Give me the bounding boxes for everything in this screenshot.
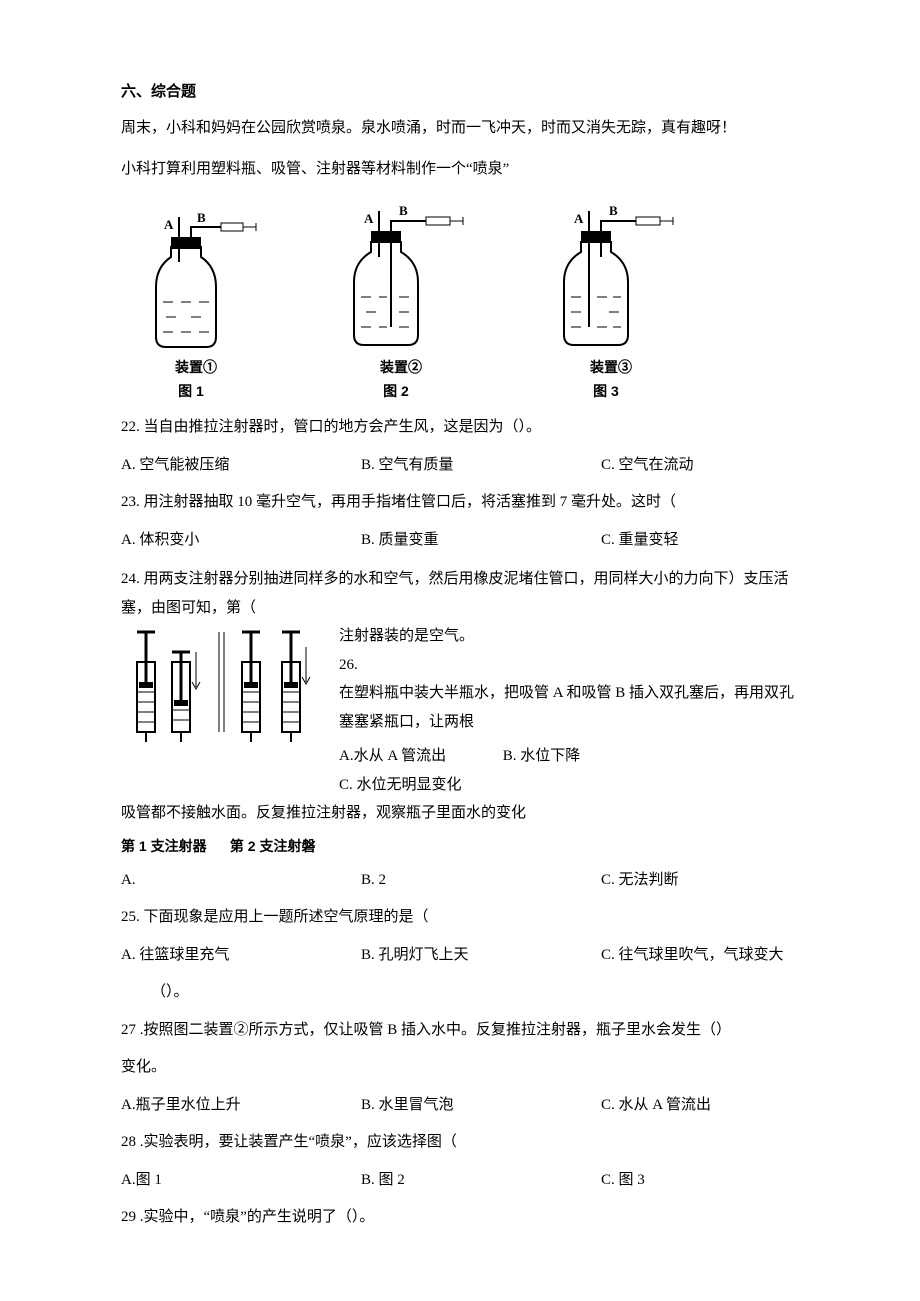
q27-tail: 变化。 <box>121 1055 799 1081</box>
q24-opts: A. B. 2 C. 无法判断 <box>121 868 799 894</box>
bottle-3-svg: A B <box>531 197 681 357</box>
q24-tail1: 注射器装的是空气。 <box>339 628 474 644</box>
q25-stem: 25. 下面现象是应用上一题所述空气原理的是（ <box>121 905 799 931</box>
q28-opt-b: B. 图 2 <box>361 1168 601 1194</box>
fig3-side: 装置③ <box>590 357 632 377</box>
q22-opt-b: B. 空气有质量 <box>361 453 601 479</box>
q22-opt-a: A. 空气能被压缩 <box>121 453 361 479</box>
q24-tail3: 吸管都不接触水面。反复推拉注射器，观察瓶子里面水的变化 <box>121 805 526 821</box>
q23-stem: 23. 用注射器抽取 10 毫升空气，再用手指堵住管口后，将活塞推到 7 毫升处… <box>121 490 799 516</box>
syringes-figure <box>121 622 331 772</box>
q25-opt-b: B. 孔明灯飞上天 <box>361 943 601 969</box>
section-heading: 六、综合题 <box>121 80 799 101</box>
q24-embed-a: A.水从 A 管流出 <box>339 742 459 771</box>
q27-opt-b: B. 水里冒气泡 <box>361 1093 601 1119</box>
q28-stem: 28 .实验表明，要让装置产生“喷泉”，应该选择图（ <box>121 1130 799 1156</box>
figure-3: A B 装置③ 图 3 <box>531 197 681 401</box>
q27-opt-c: C. 水从 A 管流出 <box>601 1093 799 1119</box>
q29-stem: 29 .实验中，“喷泉”的产生说明了（）。 <box>121 1205 799 1231</box>
q24-block: 24. 用两支注射器分别抽进同样多的水和空气，然后用橡皮泥堵住管口，用同样大小的… <box>121 565 799 828</box>
q23-opt-c: C. 重量变轻 <box>601 528 799 554</box>
svg-text:A: A <box>364 211 374 226</box>
fig2-side: 装置② <box>380 357 422 377</box>
figure-1: A B 装置① 图 1 <box>121 207 261 401</box>
q27-stem: 27 .按照图二装置②所示方式，仅让吸管 B 插入水中。反复推拉注射器，瓶子里水… <box>121 1018 799 1044</box>
q23-opts: A. 体积变小 B. 质量变重 C. 重量变轻 <box>121 528 799 554</box>
bottle-2-svg: A B <box>321 197 471 357</box>
q28-opts: A.图 1 B. 图 2 C. 图 3 <box>121 1168 799 1194</box>
svg-text:A: A <box>574 211 584 226</box>
fig1-label-a: A <box>164 217 174 232</box>
fig1-caption: 图 1 <box>178 381 204 401</box>
figure-2: A B 装置② 图 2 <box>321 197 471 401</box>
q22-opts: A. 空气能被压缩 B. 空气有质量 C. 空气在流动 <box>121 453 799 479</box>
intro-para-2: 小科打算利用塑料瓶、吸管、注射器等材料制作一个“喷泉” <box>121 156 799 183</box>
q24-embed-b: B. 水位下降 <box>503 742 683 771</box>
q22-opt-c: C. 空气在流动 <box>601 453 799 479</box>
svg-text:B: B <box>399 203 408 218</box>
syringe-cap-2: 第 2 支注射磐 <box>230 838 316 854</box>
q25-paren: （）。 <box>121 980 799 1006</box>
q24-tail2: 在塑料瓶中装大半瓶水，把吸管 A 和吸管 B 插入双孔塞后，再用双孔塞塞紧瓶口，… <box>339 685 794 730</box>
figures-row: A B 装置① 图 1 <box>121 197 799 401</box>
intro-para-1: 周末，小科和妈妈在公园欣赏喷泉。泉水喷涌，时而一飞冲天，时而又消失无踪，真有趣呀… <box>121 115 799 142</box>
q24-opt-c: C. 无法判断 <box>601 868 799 894</box>
q24-embed-c: C. 水位无明显变化 <box>339 771 462 800</box>
q25-opts: A. 往篮球里充气 B. 孔明灯飞上天 C. 往气球里吹气，气球变大 <box>121 943 799 969</box>
syringes-svg <box>121 622 331 742</box>
svg-text:B: B <box>609 203 618 218</box>
q27-opts: A.瓶子里水位上升 B. 水里冒气泡 C. 水从 A 管流出 <box>121 1093 799 1119</box>
q28-opt-c: C. 图 3 <box>601 1168 799 1194</box>
q27-opt-a: A.瓶子里水位上升 <box>121 1093 361 1119</box>
fig2-caption: 图 2 <box>383 381 409 401</box>
q24-stem: 24. 用两支注射器分别抽进同样多的水和空气，然后用橡皮泥堵住管口，用同样大小的… <box>121 571 789 616</box>
syringe-cap-1: 第 1 支注射器 <box>121 838 207 854</box>
q24-opt-a: A. <box>121 868 361 894</box>
fig1-side: 装置① <box>175 357 217 377</box>
q22-stem: 22. 当自由推拉注射器时，管口的地方会产生风，这是因为（）。 <box>121 415 799 441</box>
fig3-caption: 图 3 <box>593 381 619 401</box>
fig1-label-b: B <box>197 210 206 225</box>
q23-opt-a: A. 体积变小 <box>121 528 361 554</box>
syringes-caption: 第 1 支注射器 第 2 支注射磐 <box>121 836 799 856</box>
bottle-1-svg: A B <box>121 207 261 357</box>
q24-num26: 26. <box>339 657 358 673</box>
q24-opt-b: B. 2 <box>361 868 601 894</box>
q28-opt-a: A.图 1 <box>121 1168 361 1194</box>
q23-opt-b: B. 质量变重 <box>361 528 601 554</box>
q25-opt-a: A. 往篮球里充气 <box>121 943 361 969</box>
page: 六、综合题 周末，小科和妈妈在公园欣赏喷泉。泉水喷涌，时而一飞冲天，时而又消失无… <box>0 0 920 1283</box>
q25-opt-c: C. 往气球里吹气，气球变大 <box>601 943 799 969</box>
